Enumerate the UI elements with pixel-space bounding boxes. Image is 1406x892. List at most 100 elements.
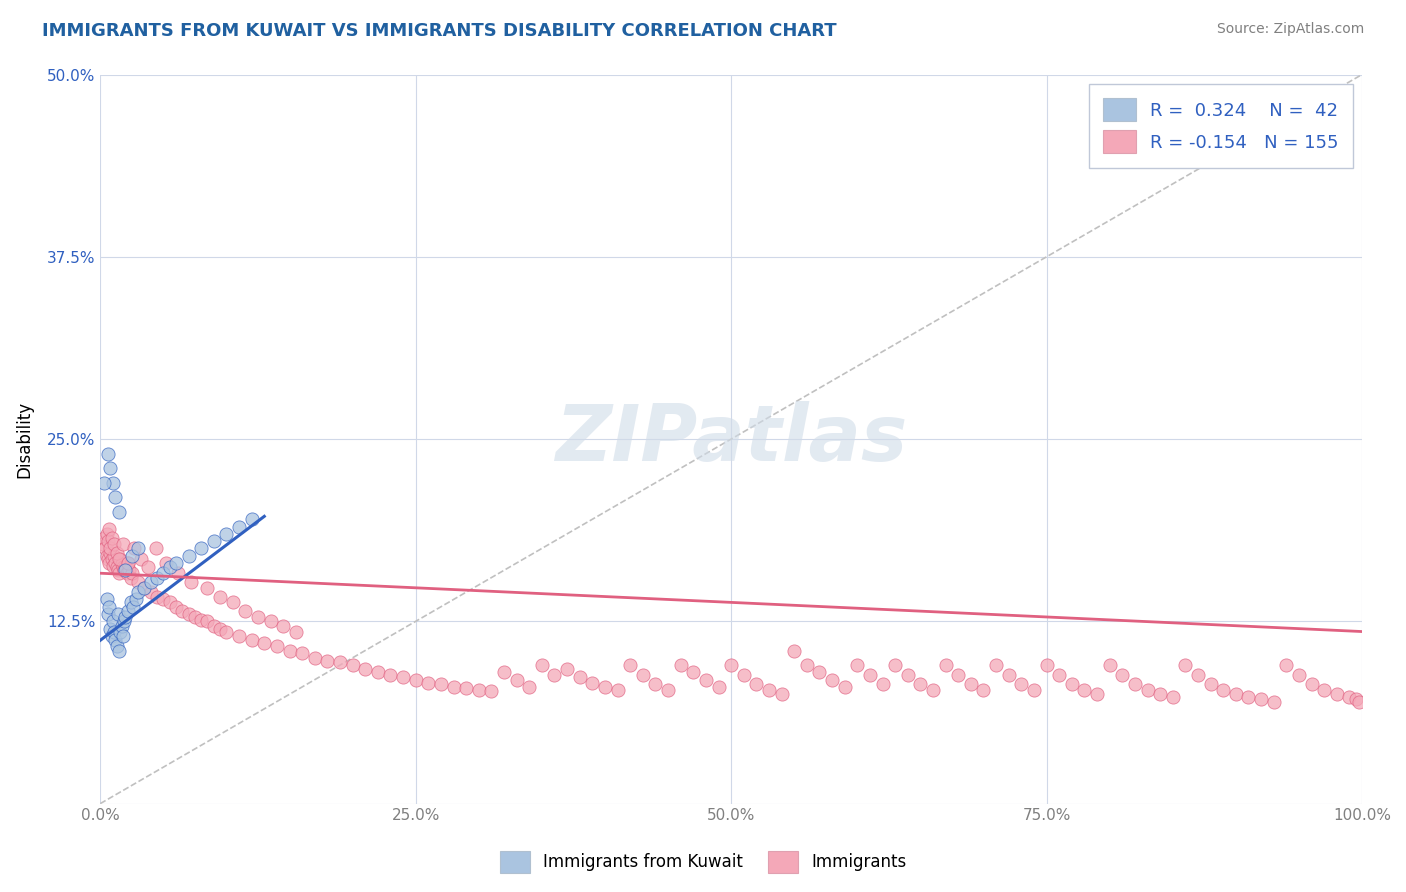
Point <box>146 571 169 585</box>
Point <box>783 643 806 657</box>
Point <box>418 675 440 690</box>
Point <box>105 546 128 560</box>
Point <box>180 574 202 589</box>
Point <box>114 560 136 574</box>
Point <box>222 595 245 609</box>
Point <box>240 633 263 648</box>
Point <box>505 673 527 687</box>
Point <box>215 526 238 541</box>
Point <box>910 677 932 691</box>
Point <box>165 556 187 570</box>
Point <box>209 622 232 636</box>
Point <box>107 607 129 621</box>
Point <box>159 560 181 574</box>
Point <box>121 549 143 563</box>
Point <box>1035 658 1057 673</box>
Point <box>555 663 578 677</box>
Point <box>443 680 465 694</box>
Text: Source: ZipAtlas.com: Source: ZipAtlas.com <box>1216 22 1364 37</box>
Point <box>177 549 200 563</box>
Point <box>172 604 194 618</box>
Point <box>167 566 190 581</box>
Point <box>117 556 139 570</box>
Point <box>105 560 128 574</box>
Point <box>134 581 156 595</box>
Point <box>93 475 115 490</box>
Point <box>127 585 149 599</box>
Point <box>91 537 114 551</box>
Point <box>96 592 118 607</box>
Point <box>1263 694 1285 708</box>
Point <box>1339 690 1361 705</box>
Point <box>139 574 162 589</box>
Point <box>215 624 238 639</box>
Point <box>111 558 134 572</box>
Point <box>606 682 628 697</box>
Point <box>98 523 121 537</box>
Point <box>127 541 149 556</box>
Point <box>209 590 232 604</box>
Point <box>117 604 139 618</box>
Point <box>1010 677 1032 691</box>
Point <box>104 491 127 505</box>
Point <box>96 549 118 563</box>
Point <box>159 595 181 609</box>
Point <box>124 592 146 607</box>
Legend: R =  0.324    N =  42, R = -0.154   N = 155: R = 0.324 N = 42, R = -0.154 N = 155 <box>1088 84 1353 168</box>
Point <box>108 643 131 657</box>
Point <box>98 556 121 570</box>
Point <box>1212 682 1234 697</box>
Point <box>1098 658 1121 673</box>
Point <box>112 615 135 629</box>
Point <box>253 636 276 650</box>
Point <box>111 560 134 574</box>
Point <box>284 624 307 639</box>
Point <box>114 610 136 624</box>
Point <box>808 665 831 680</box>
Point <box>1123 677 1146 691</box>
Point <box>492 665 515 680</box>
Point <box>543 668 565 682</box>
Point <box>103 537 125 551</box>
Point <box>129 551 152 566</box>
Point <box>1237 690 1260 705</box>
Point <box>278 643 301 657</box>
Point <box>367 665 389 680</box>
Point <box>1149 687 1171 701</box>
Point <box>98 546 121 560</box>
Point <box>821 673 844 687</box>
Point <box>97 551 120 566</box>
Point <box>101 475 124 490</box>
Point <box>342 658 364 673</box>
Point <box>758 682 780 697</box>
Point <box>103 624 125 639</box>
Point <box>948 668 970 682</box>
Point <box>120 595 142 609</box>
Point <box>139 585 162 599</box>
Point <box>165 599 187 614</box>
Point <box>100 531 122 545</box>
Point <box>115 566 138 581</box>
Point <box>1085 687 1108 701</box>
Legend: Immigrants from Kuwait, Immigrants: Immigrants from Kuwait, Immigrants <box>494 845 912 880</box>
Point <box>593 680 616 694</box>
Point <box>468 682 491 697</box>
Point <box>184 610 207 624</box>
Point <box>872 677 894 691</box>
Point <box>1199 677 1222 691</box>
Point <box>105 639 128 653</box>
Point <box>107 563 129 577</box>
Point <box>101 558 124 573</box>
Point <box>1022 682 1045 697</box>
Point <box>997 668 1019 682</box>
Point <box>117 556 139 570</box>
Point <box>259 615 281 629</box>
Point <box>1301 677 1323 691</box>
Point <box>456 681 478 696</box>
Point <box>246 610 269 624</box>
Point <box>682 665 704 680</box>
Point <box>190 613 212 627</box>
Point <box>266 639 288 653</box>
Point <box>93 531 115 545</box>
Point <box>392 670 415 684</box>
